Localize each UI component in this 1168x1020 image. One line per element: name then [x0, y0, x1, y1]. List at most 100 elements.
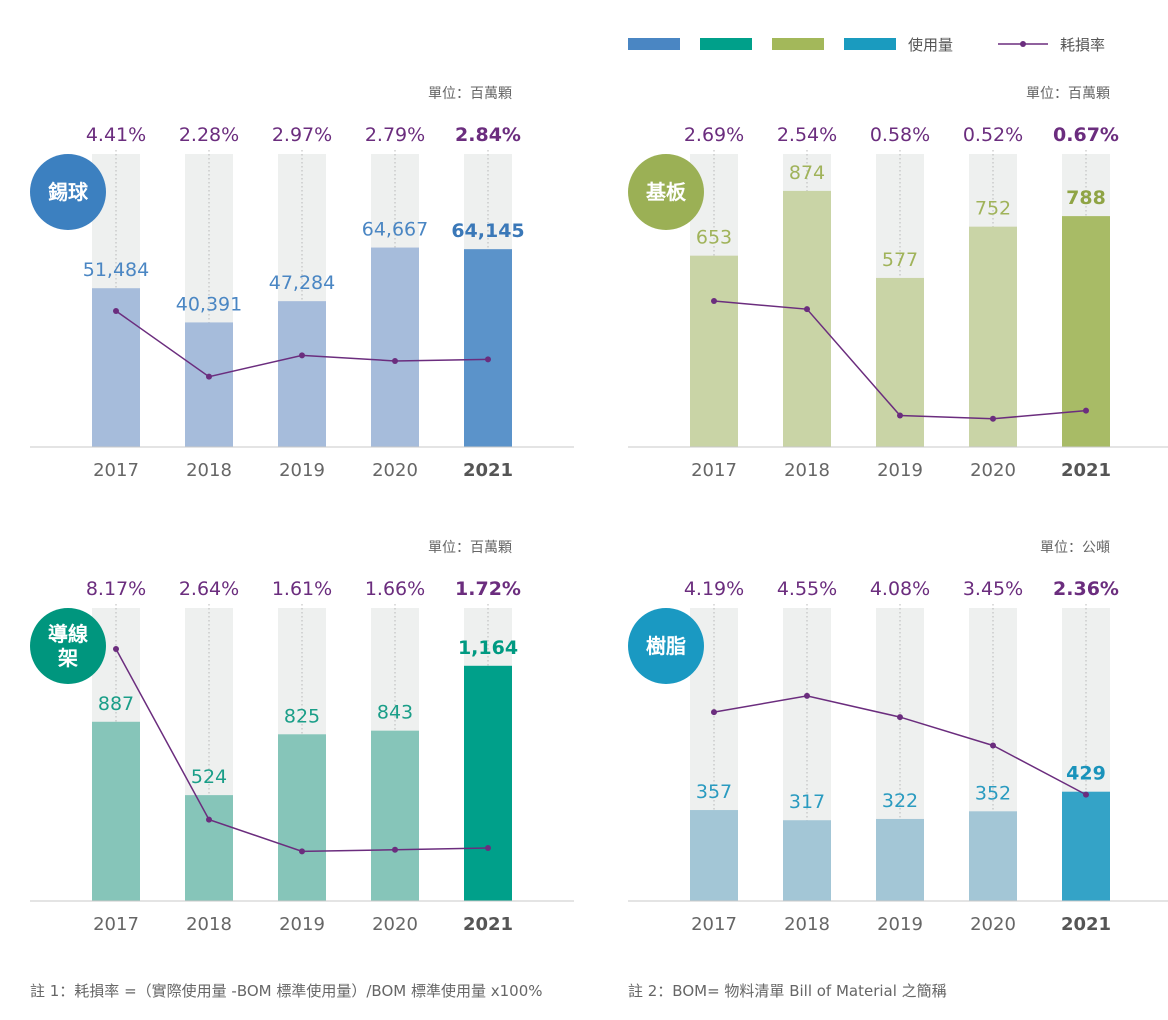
- value-label-2021: 1,164: [458, 637, 518, 659]
- loss-point-2021: [1083, 791, 1089, 798]
- loss-point-2020: [990, 415, 996, 422]
- loss-point-2019: [897, 412, 903, 419]
- x-tick-2018: 2018: [186, 460, 232, 481]
- value-label-2019: 577: [882, 249, 918, 271]
- loss-label-2018: 2.28%: [179, 124, 239, 146]
- unit-label: 單位：百萬顆: [428, 540, 512, 556]
- loss-point-2017: [113, 646, 119, 653]
- bar-2020: [969, 226, 1017, 447]
- x-tick-2021: 2021: [1061, 460, 1111, 481]
- loss-label-2017: 4.41%: [86, 124, 146, 146]
- loss-label-2021: 2.36%: [1053, 578, 1119, 600]
- legend-loss-marker: [1020, 41, 1026, 47]
- value-label-2021: 64,145: [451, 220, 524, 242]
- loss-point-2017: [711, 298, 717, 305]
- value-label-2018: 40,391: [176, 293, 242, 315]
- chart-canvas: 單位：百萬顆 51,484 40,391 47,284 64,667 64,145 4.41…: [30, 86, 574, 481]
- loss-point-2017: [711, 709, 717, 716]
- bar-2017: [92, 721, 140, 901]
- chart-canvas: 單位：公噸 357 317 322 352 429 4.19% 4.55% 4.08% 3.45%…: [628, 540, 1168, 935]
- bar-2020: [969, 811, 1017, 901]
- loss-label-2020: 2.79%: [365, 124, 425, 146]
- bar-2021: [1062, 791, 1110, 901]
- value-label-2020: 843: [377, 702, 413, 724]
- value-label-2017: 51,484: [83, 259, 149, 281]
- chart-substrate: 單位：百萬顆 653 874 577 752 788 2.69% 2.54% 0.58% 0.52…: [598, 70, 1168, 524]
- loss-point-2021: [1083, 407, 1089, 414]
- category-badge: [628, 154, 704, 230]
- bar-2020: [371, 730, 419, 901]
- value-label-2018: 524: [191, 766, 227, 788]
- bar-2021: [464, 249, 512, 447]
- x-tick-2017: 2017: [93, 460, 139, 481]
- x-tick-2021: 2021: [463, 914, 513, 935]
- x-tick-2021: 2021: [1061, 914, 1111, 935]
- x-tick-2019: 2019: [877, 914, 923, 935]
- bar-2021: [464, 665, 512, 901]
- loss-label-2019: 4.08%: [870, 578, 930, 600]
- category-badge: [628, 608, 704, 684]
- loss-label-2020: 3.45%: [963, 578, 1023, 600]
- loss-point-2019: [299, 848, 305, 855]
- category-badge: [30, 154, 106, 230]
- unit-label: 單位：公噸: [1040, 540, 1110, 556]
- bar-2017: [690, 255, 738, 447]
- legend-swatch: [844, 38, 896, 50]
- value-label-2019: 825: [284, 705, 320, 727]
- bar-2018: [783, 190, 831, 447]
- value-label-2020: 752: [975, 198, 1011, 220]
- bar-2019: [876, 277, 924, 447]
- value-label-2021: 429: [1066, 763, 1106, 785]
- bar-2019: [278, 734, 326, 901]
- loss-point-2021: [485, 844, 491, 851]
- x-tick-2017: 2017: [691, 914, 737, 935]
- x-tick-2019: 2019: [279, 460, 325, 481]
- loss-label-2017: 4.19%: [684, 578, 744, 600]
- footnote-2: 註 2：BOM= 物料清單 Bill of Material 之簡稱: [628, 982, 947, 1000]
- x-tick-2017: 2017: [93, 914, 139, 935]
- x-tick-2021: 2021: [463, 460, 513, 481]
- value-label-2020: 64,667: [362, 219, 428, 241]
- loss-label-2020: 1.66%: [365, 578, 425, 600]
- loss-label-2018: 2.54%: [777, 124, 837, 146]
- x-tick-2019: 2019: [877, 460, 923, 481]
- chart-resin: 單位：公噸 357 317 322 352 429 4.19% 4.55% 4.08% 3.45%…: [598, 524, 1168, 978]
- loss-point-2018: [804, 306, 810, 313]
- category-badge-label: 錫球: [48, 180, 89, 204]
- legend-loss-label: 耗損率: [1060, 36, 1105, 54]
- bar-2018: [185, 322, 233, 447]
- loss-point-2020: [990, 742, 996, 749]
- bar-2018: [783, 820, 831, 901]
- legend-swatch: [628, 38, 680, 50]
- loss-point-2018: [206, 816, 212, 823]
- value-label-2017: 653: [696, 227, 732, 249]
- x-tick-2020: 2020: [970, 460, 1016, 481]
- x-tick-2020: 2020: [372, 914, 418, 935]
- loss-point-2019: [299, 352, 305, 359]
- loss-label-2021: 1.72%: [455, 578, 521, 600]
- x-tick-2018: 2018: [784, 914, 830, 935]
- loss-label-2020: 0.52%: [963, 124, 1023, 146]
- chart-canvas: 單位：百萬顆 887 524 825 843 1,164 8.17% 2.64% 1.61% 1.…: [30, 540, 574, 935]
- loss-label-2019: 2.97%: [272, 124, 332, 146]
- x-tick-2019: 2019: [279, 914, 325, 935]
- chart-lead-frame: 單位：百萬顆 887 524 825 843 1,164 8.17% 2.64% 1.61% 1.…: [0, 524, 584, 978]
- value-label-2021: 788: [1066, 187, 1106, 209]
- value-label-2019: 322: [882, 790, 918, 812]
- chart-canvas: 單位：百萬顆 653 874 577 752 788 2.69% 2.54% 0.58% 0.52…: [628, 86, 1168, 481]
- bar-2017: [690, 810, 738, 901]
- loss-point-2018: [804, 692, 810, 699]
- loss-label-2018: 2.64%: [179, 578, 239, 600]
- x-tick-2018: 2018: [784, 460, 830, 481]
- loss-label-2019: 0.58%: [870, 124, 930, 146]
- legend-swatch: [772, 38, 824, 50]
- x-tick-2017: 2017: [691, 460, 737, 481]
- loss-point-2020: [392, 846, 398, 853]
- value-label-2017: 357: [696, 781, 732, 803]
- value-label-2020: 352: [975, 782, 1011, 804]
- loss-label-2017: 2.69%: [684, 124, 744, 146]
- unit-label: 單位：百萬顆: [428, 86, 512, 102]
- legend-swatch: [700, 38, 752, 50]
- loss-label-2017: 8.17%: [86, 578, 146, 600]
- value-label-2019: 47,284: [269, 272, 335, 294]
